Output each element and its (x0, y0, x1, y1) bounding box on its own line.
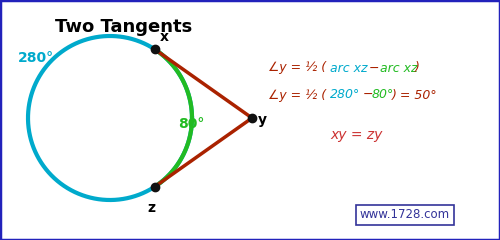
Text: ) = 50°: ) = 50° (392, 89, 438, 102)
Text: 80°: 80° (372, 89, 394, 102)
Text: x: x (160, 30, 168, 44)
Text: y: y (258, 113, 267, 127)
Text: −: − (365, 61, 384, 74)
Text: 280°: 280° (18, 51, 54, 65)
Text: ∠y = ½ (: ∠y = ½ ( (268, 89, 326, 102)
Text: arc xz: arc xz (380, 61, 418, 74)
Text: z: z (148, 201, 156, 215)
Text: 80°: 80° (178, 117, 204, 131)
Text: 280°: 280° (330, 89, 360, 102)
Text: arc xz: arc xz (330, 61, 368, 74)
Text: ): ) (415, 61, 420, 74)
Text: −: − (359, 89, 374, 102)
Text: xy = zy: xy = zy (330, 128, 382, 142)
Text: ∠y = ½ (: ∠y = ½ ( (268, 61, 326, 74)
Text: Two Tangents: Two Tangents (55, 18, 192, 36)
Text: www.1728.com: www.1728.com (360, 209, 450, 222)
